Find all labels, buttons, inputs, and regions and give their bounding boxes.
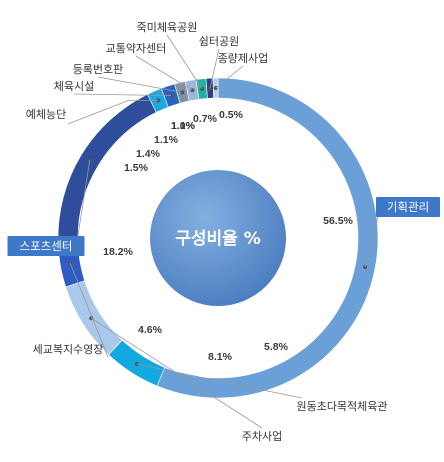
leader-line-2 — [91, 317, 263, 429]
percent-label-2: 8.1% — [208, 351, 233, 363]
category-label-11: 종량제사업 — [218, 52, 269, 65]
category-label-3: 세교복지수영장 — [33, 343, 104, 356]
percent-label-5: 1.5% — [124, 162, 149, 174]
category-label-6: 체육시설 — [54, 80, 94, 93]
category-label-4: 스포츠센터 — [20, 239, 73, 253]
category-label-5: 예체능단 — [26, 108, 66, 121]
leader-line-11 — [215, 65, 244, 89]
leader-line-0 — [364, 208, 381, 268]
chart-title: 구성비율 % — [175, 229, 261, 249]
percent-label-0: 56.5% — [323, 215, 353, 227]
percent-label-4: 18.2% — [103, 246, 133, 258]
percent-label-8: 1.1% — [171, 120, 196, 132]
leader-line-5 — [67, 100, 159, 125]
label-box-4 — [7, 236, 85, 256]
leader-line-4 — [75, 160, 91, 249]
leader-lines — [67, 34, 381, 429]
leader-line-8 — [135, 55, 193, 91]
percent-label-11: 0.5% — [219, 109, 244, 121]
leader-line-7 — [97, 76, 183, 93]
category-label-9: 죽미체육공원 — [137, 21, 198, 34]
percent-label-3: 4.6% — [138, 324, 163, 336]
category-label-7: 등록번호판 — [73, 63, 124, 76]
leader-line-3 — [69, 262, 109, 358]
leader-line-9 — [166, 34, 203, 90]
percent-labels: 56.5%5.8%8.1%4.6%18.2%1.5%1.4%1.1%1.1%1.… — [103, 109, 353, 363]
leader-line-1 — [136, 363, 303, 399]
percent-label-6: 1.4% — [136, 148, 161, 160]
category-label-1: 원동초다목적체육관 — [296, 400, 387, 413]
percent-label-7: 1.1% — [154, 134, 179, 146]
leader-line-10 — [209, 48, 220, 89]
leader-line-6 — [73, 93, 171, 96]
percent-label-9: 1.0% — [171, 120, 196, 132]
label-box-0 — [376, 197, 440, 217]
category-label-0: 기획관리 — [387, 200, 429, 214]
percent-label-10: 0.7% — [193, 113, 218, 125]
category-label-10: 쉼터공원 — [199, 35, 239, 48]
category-label-2: 주차사업 — [242, 430, 282, 443]
center-disc — [150, 170, 286, 306]
category-label-8: 교통약자센터 — [106, 41, 167, 55]
percent-label-1: 5.8% — [264, 341, 289, 353]
